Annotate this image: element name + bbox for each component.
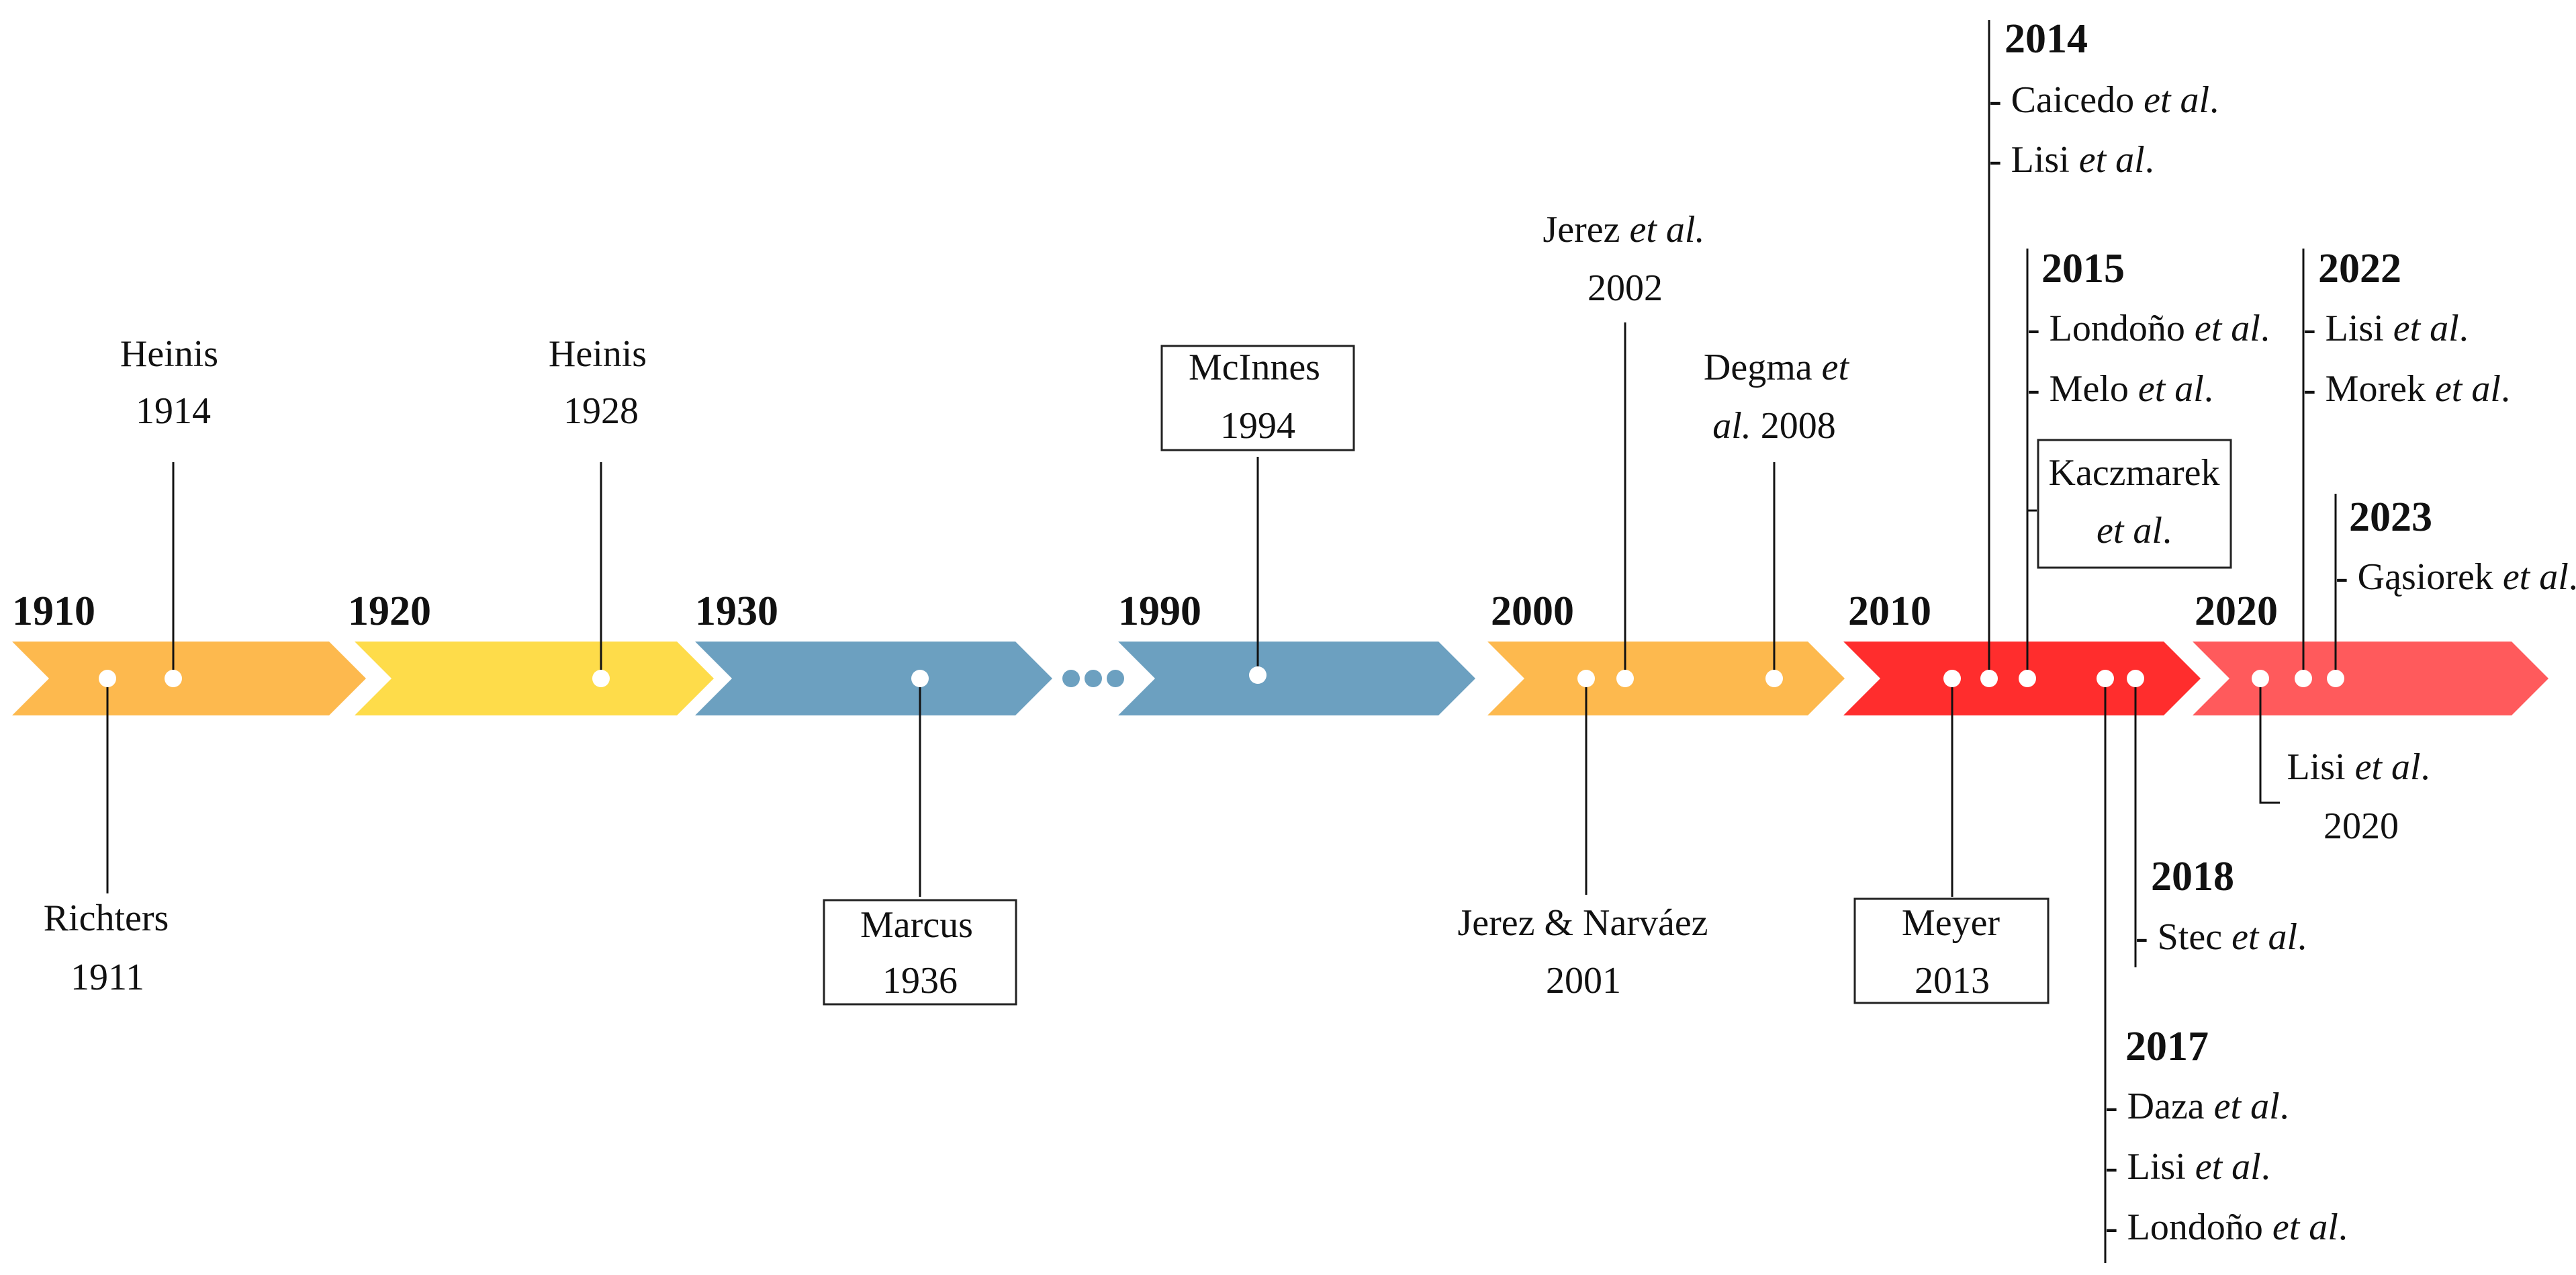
node-2001 (1577, 670, 1595, 687)
group-2015-item: - Melo et al. (2027, 368, 2213, 410)
event-year-1936: 1936 (882, 960, 958, 1002)
arrow-2020 (2193, 642, 2548, 715)
group-2014-item: - Lisi et al. (1989, 139, 2154, 181)
arrow-1910 (12, 642, 366, 715)
node-2020 (2252, 670, 2269, 687)
box-meyer (1853, 897, 2050, 1004)
event-name-lisi-2020: Lisi et al. (2287, 746, 2430, 788)
label-boxes (823, 345, 2232, 1006)
box-kaczmarek (2037, 439, 2232, 569)
group-2018-item: - Stec et al. (2135, 916, 2307, 958)
arrow-1990 (1118, 642, 1475, 715)
event-name-richters-1911: Richters (44, 897, 169, 939)
ellipsis-dot (1107, 670, 1124, 687)
ellipsis-dot (1062, 670, 1080, 687)
box-mcinnes (1160, 345, 1355, 451)
event-etal-kaczmarek: et al. (2097, 510, 2172, 552)
group-2017-item: - Daza et al. (2105, 1086, 2289, 1127)
group-2022-item: - Lisi et al. (2303, 308, 2469, 349)
node-2018 (2127, 670, 2144, 687)
decade-label-2010: 2010 (1848, 588, 1931, 634)
group-year-2022: 2022 (2318, 246, 2401, 292)
node-2002 (1616, 670, 1634, 687)
event-name-mcinnes-1994: McInnes (1189, 347, 1320, 388)
event-year-2008: al. 2008 (1712, 405, 1836, 447)
decade-label-1920: 1920 (348, 588, 431, 634)
group-2017-item: - Lisi et al. (2105, 1146, 2270, 1188)
connector-lisi-2020 (2259, 678, 2280, 804)
node-1936 (911, 670, 929, 687)
event-labels: Heinis 1914 Richters 1911 Heinis 1928 Ma… (44, 16, 2576, 1248)
node-2015 (2019, 670, 2036, 687)
group-2023-item: - Gąsiorek et al. (2336, 556, 2576, 598)
timeline-nodes (99, 666, 2344, 687)
arrow-2000 (1487, 642, 1845, 715)
event-name-heinis-1914: Heinis (120, 333, 218, 375)
group-year-2017: 2017 (2125, 1024, 2209, 1069)
event-name-heinis-1928: Heinis (549, 333, 647, 375)
node-2013 (1943, 670, 1961, 687)
arrow-1930 (695, 642, 1052, 715)
group-2014-item: - Caicedo et al. (1989, 79, 2219, 121)
node-2008 (1765, 670, 1783, 687)
decade-label-1930: 1930 (695, 588, 778, 634)
node-2014 (1980, 670, 1998, 687)
decade-label-2000: 2000 (1491, 588, 1574, 634)
event-year-2020: 2020 (2324, 805, 2399, 847)
event-name-degma: Degma et (1704, 347, 1850, 388)
event-year-1928: 1928 (563, 390, 639, 432)
event-year-2001: 2001 (1546, 960, 1621, 1002)
node-1911 (99, 670, 116, 687)
decade-label-2020: 2020 (2195, 588, 2278, 634)
event-year-2013: 2013 (1915, 960, 1990, 1002)
group-2022-item: - Morek et al. (2303, 368, 2510, 410)
node-2017 (2097, 670, 2114, 687)
ellipsis-dot (1085, 670, 1102, 687)
event-name-marcus-1936: Marcus (860, 904, 973, 946)
group-year-2023: 2023 (2349, 494, 2432, 540)
event-name-meyer-2013: Meyer (1902, 902, 2000, 944)
decade-labels: 1910 1920 1930 1990 2000 2010 2020 (12, 588, 2278, 634)
event-name-jerez-2002: Jerez et al. (1543, 209, 1705, 251)
node-1928 (592, 670, 610, 687)
event-year-1914: 1914 (136, 390, 211, 432)
group-year-2015: 2015 (2041, 246, 2125, 292)
event-year-2002: 2002 (1588, 267, 1663, 309)
group-2015-item: - Londoño et al. (2027, 308, 2270, 349)
arrow-1920 (355, 642, 714, 715)
node-2022 (2295, 670, 2312, 687)
decade-label-1990: 1990 (1118, 588, 1201, 634)
node-1914 (165, 670, 182, 687)
timeline-arrows (12, 642, 2548, 715)
decade-label-1910: 1910 (12, 588, 95, 634)
group-year-2018: 2018 (2151, 854, 2234, 899)
connector-lines (106, 20, 2337, 1263)
event-name-kaczmarek: Kaczmarek (2049, 452, 2220, 494)
event-name-jerez-narvaez-2001: Jerez & Narváez (1457, 902, 1708, 944)
box-marcus (823, 899, 1017, 1006)
group-2017-item: - Londoño et al. (2105, 1206, 2348, 1248)
group-year-2014: 2014 (2005, 16, 2088, 62)
node-1994 (1249, 666, 1267, 684)
ellipsis-dots (1062, 670, 1124, 687)
node-2023 (2327, 670, 2344, 687)
event-year-1911: 1911 (71, 957, 144, 998)
event-year-1994: 1994 (1220, 405, 1295, 447)
